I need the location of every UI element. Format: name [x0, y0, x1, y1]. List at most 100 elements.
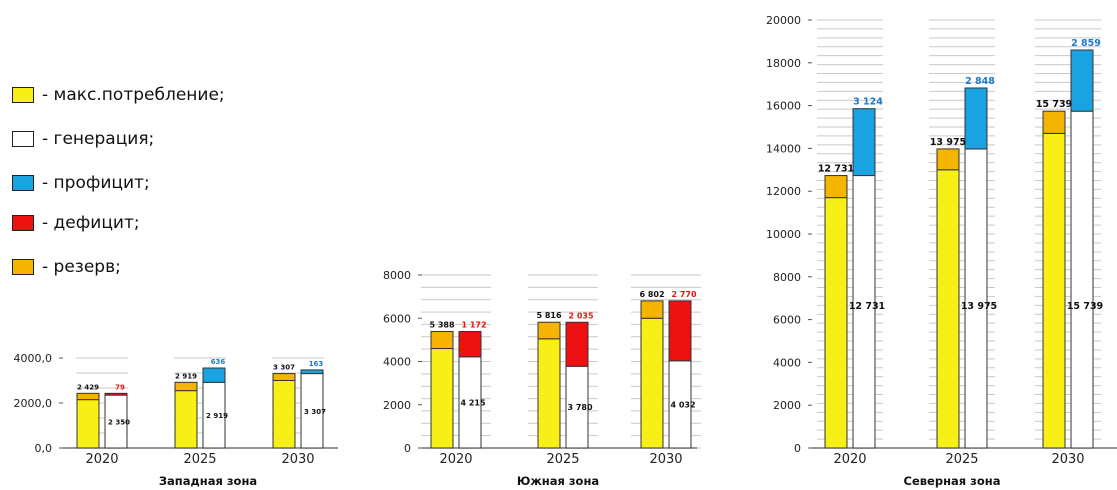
y-tick-label: 14000: [766, 142, 801, 155]
bar-deficit: [104, 392, 128, 396]
label-consumption-reserve: 6 802: [639, 290, 664, 299]
bar-surplus: [202, 367, 226, 383]
legend-swatch-reserve: [12, 259, 34, 275]
label-consumption-reserve: 5 816: [536, 311, 561, 320]
legend-item-consumption: - макс.потребление;: [12, 85, 225, 105]
bar-consumption: [824, 197, 848, 449]
label-generation: 13 975: [961, 301, 997, 312]
legend-swatch-deficit: [12, 215, 34, 231]
bar-consumption: [272, 380, 296, 449]
bar-surplus: [1070, 49, 1094, 112]
zone-title: Южная зона: [517, 474, 599, 488]
bar-reserve: [936, 148, 960, 171]
y-tick-label: 4000: [383, 356, 411, 369]
y-tick-label: 10000: [766, 228, 801, 241]
label-consumption-reserve: 2 429: [77, 383, 99, 391]
y-tick-label: 4000,0: [14, 352, 53, 365]
zone-chart-3: 0 2000 4000 6000 8000 10000 12000 14000 16000 180…: [766, 14, 1117, 488]
y-tick-label: 8000: [773, 271, 801, 284]
label-balance: 79: [115, 383, 125, 391]
y-tick-label: 16000: [766, 100, 801, 113]
label-consumption-reserve: 2 919: [175, 372, 197, 380]
bar-surplus: [300, 369, 324, 375]
bar-surplus: [852, 108, 876, 177]
x-category-label: 2020: [439, 452, 472, 467]
bar-surplus: [964, 87, 988, 150]
bar-consumption: [936, 169, 960, 449]
x-category-label: 2025: [546, 452, 579, 467]
y-tick-label: 2000: [383, 399, 411, 412]
x-category-label: 2030: [649, 452, 682, 467]
bar-deficit: [565, 321, 589, 367]
label-generation: 3 307: [304, 408, 326, 416]
legend-item-reserve: - резерв;: [12, 257, 121, 277]
bar-deficit: [668, 300, 692, 362]
bar-generation: [1070, 110, 1094, 449]
bar-consumption: [76, 399, 100, 449]
bar-reserve: [430, 330, 454, 350]
zone-chart-1: 0,0 2000,0 4000,0 2 429 79 2 350 2020 2 919 636 2…: [14, 352, 338, 488]
y-tick-label: 12000: [766, 185, 801, 198]
legend-item-surplus: - профицит;: [12, 173, 150, 193]
y-tick-label: 8000: [383, 269, 411, 282]
zone-title: Северная зона: [904, 474, 1001, 488]
bar-reserve: [174, 381, 198, 392]
bar-reserve: [824, 175, 848, 199]
bar-reserve: [272, 373, 296, 381]
x-category-label: 2030: [1051, 452, 1084, 467]
legend-label: - профицит;: [42, 173, 150, 193]
legend-item-deficit: - дефицит;: [12, 213, 140, 233]
legend-label: - дефицит;: [42, 213, 140, 233]
bar-deficit: [458, 331, 482, 358]
label-balance: 636: [211, 358, 226, 366]
y-tick-label: 0: [794, 442, 801, 455]
legend-swatch-generation: [12, 131, 34, 147]
y-tick-label: 0,0: [35, 442, 53, 455]
bar-reserve: [1042, 110, 1066, 134]
label-generation: 2 919: [206, 412, 228, 420]
zone-chart-2: 0 2000 4000 6000 8000 5 388 1 172 4 215 2020 5 81…: [383, 269, 701, 488]
y-tick-label: 20000: [766, 14, 801, 27]
bar-consumption: [1042, 132, 1066, 449]
label-consumption-reserve: 3 307: [273, 364, 295, 372]
legend-label: - макс.потребление;: [42, 85, 225, 105]
y-tick-label: 2000,0: [14, 397, 53, 410]
y-tick-label: 6000: [773, 314, 801, 327]
bar-consumption: [640, 317, 664, 449]
legend-label: - резерв;: [42, 257, 121, 277]
label-consumption-reserve: 12 731: [818, 164, 854, 175]
x-category-label: 2020: [85, 452, 118, 467]
label-generation: 12 731: [849, 301, 885, 312]
label-balance: 2 859: [1071, 38, 1101, 49]
label-balance: 2 848: [965, 76, 995, 87]
bar-consumption: [430, 348, 454, 449]
bar-consumption: [174, 390, 198, 449]
label-generation: 4 215: [460, 398, 485, 407]
legend-label: - генерация;: [42, 129, 155, 149]
x-category-label: 2020: [833, 452, 866, 467]
label-generation: 2 350: [108, 419, 130, 427]
zone-title: Западная зона: [159, 474, 257, 488]
label-consumption-reserve: 5 388: [429, 320, 454, 329]
bar-consumption: [537, 338, 561, 449]
y-tick-label: 18000: [766, 57, 801, 70]
label-consumption-reserve: 13 975: [930, 137, 966, 148]
label-generation: 3 780: [567, 403, 592, 412]
y-tick-label: 2000: [773, 399, 801, 412]
label-consumption-reserve: 15 739: [1036, 99, 1072, 110]
label-balance: 2 770: [671, 290, 696, 299]
bar-reserve: [537, 321, 561, 340]
label-generation: 15 739: [1067, 301, 1103, 312]
y-tick-label: 4000: [773, 356, 801, 369]
x-category-label: 2030: [281, 452, 314, 467]
legend-swatch-surplus: [12, 175, 34, 191]
legend-swatch-consumption: [12, 87, 34, 103]
label-balance: 3 124: [853, 97, 883, 108]
bar-reserve: [76, 392, 100, 401]
label-balance: 1 172: [461, 321, 486, 330]
y-tick-label: 6000: [383, 312, 411, 325]
label-balance: 2 035: [568, 311, 593, 320]
label-generation: 4 032: [670, 400, 695, 409]
label-balance: 163: [309, 360, 324, 368]
y-tick-label: 0: [404, 442, 411, 455]
